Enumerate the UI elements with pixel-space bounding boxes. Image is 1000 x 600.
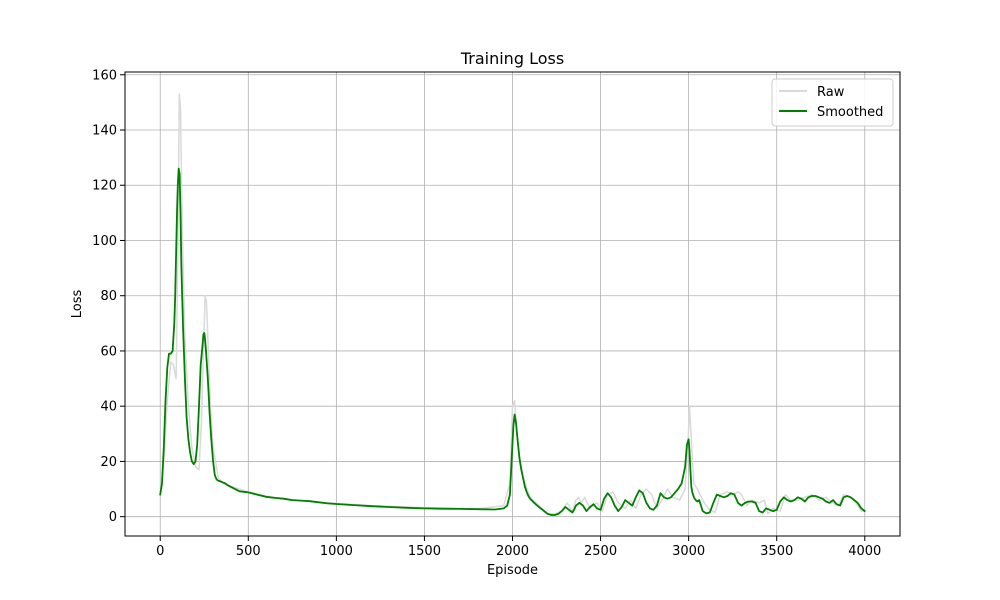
x-tick-label: 1500 <box>408 544 441 559</box>
series-line-smoothed <box>159 167 866 516</box>
y-tick-label: 0 <box>109 510 117 525</box>
x-tick-label: 500 <box>236 544 261 559</box>
y-tick-label: 20 <box>100 455 117 470</box>
x-tick-label: 4000 <box>848 544 881 559</box>
x-tick-label: 1000 <box>320 544 353 559</box>
y-tick-label: 160 <box>92 68 117 83</box>
x-tick-label: 0 <box>156 544 164 559</box>
legend-label-smoothed: Smoothed <box>817 105 883 120</box>
y-axis-label: Loss <box>70 290 85 319</box>
grid <box>125 72 900 536</box>
y-tick-label: 60 <box>100 344 117 359</box>
series-layer <box>159 93 866 516</box>
y-tick-label: 40 <box>100 400 117 415</box>
series-line-raw <box>159 93 866 515</box>
y-axis-ticks: 0 20 40 60 80 100 120 140 160 <box>92 68 125 525</box>
x-tick-label: 2500 <box>584 544 617 559</box>
y-tick-label: 120 <box>92 179 117 194</box>
x-tick-label: 2000 <box>496 544 529 559</box>
legend-label-raw: Raw <box>817 85 845 100</box>
x-tick-label: 3500 <box>760 544 793 559</box>
legend: Raw Smoothed <box>771 78 894 127</box>
x-axis-label: Episode <box>487 563 538 578</box>
y-tick-label: 100 <box>92 234 117 249</box>
y-tick-label: 140 <box>92 124 117 139</box>
chart-title: Training Loss <box>460 49 564 68</box>
x-axis-ticks: 0 500 1000 1500 2000 2500 3000 3500 4000 <box>156 536 881 559</box>
y-tick-label: 80 <box>100 289 117 304</box>
x-tick-label: 3000 <box>672 544 705 559</box>
